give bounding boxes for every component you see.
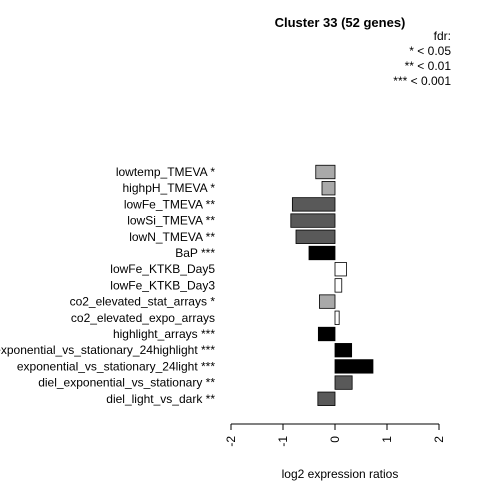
x-tick-label-5: 2: [432, 436, 446, 443]
category-label-13: exponential_vs_stationary_24light ***: [17, 359, 215, 373]
x-tick-label-1: -2: [224, 436, 238, 447]
category-label-3: lowFe_TMEVA **: [124, 197, 215, 211]
x-tick-label-4: 1: [380, 436, 394, 443]
category-label-7: lowFe_KTKB_Day5: [110, 262, 215, 276]
legend-title: fdr:: [434, 29, 451, 43]
bar-14: [334, 375, 353, 390]
x-axis-label: log2 expression ratios: [282, 467, 399, 481]
bars-group: [290, 164, 374, 406]
chart-title: Cluster 33 (52 genes): [275, 15, 406, 30]
x-tick-label-3: 0: [328, 436, 342, 443]
category-label-1: lowtemp_TMEVA *: [116, 165, 215, 179]
bar-8: [334, 278, 343, 293]
bar-4: [290, 213, 336, 228]
bar-15: [317, 391, 336, 406]
legend: fdr: * < 0.05 ** < 0.01 *** < 0.001: [393, 29, 451, 88]
legend-entry-1: * < 0.05: [409, 44, 451, 58]
category-label-10: co2_elevated_expo_arrays: [71, 311, 215, 325]
bar-12: [334, 343, 353, 358]
legend-entry-3: *** < 0.001: [393, 74, 451, 88]
category-label-9: co2_elevated_stat_arrays *: [70, 295, 216, 309]
category-label-2: highpH_TMEVA *: [123, 181, 216, 195]
category-label-12: exponential_vs_stationary_24highlight **…: [0, 343, 215, 357]
category-label-6: BaP ***: [175, 246, 215, 260]
bar-13: [334, 359, 374, 374]
category-label-14: diel_exponential_vs_stationary **: [38, 376, 215, 390]
bar-3: [291, 197, 336, 212]
category-labels: lowtemp_TMEVA * highpH_TMEVA * lowFe_TMEVA…: [0, 165, 215, 406]
category-label-11: highlight_arrays ***: [113, 327, 215, 341]
bar-10: [334, 310, 340, 325]
bar-6: [308, 245, 336, 261]
bar-1: [315, 164, 336, 180]
x-tick-label-2: -1: [276, 436, 290, 447]
bar-9: [318, 294, 336, 309]
bar-7: [334, 262, 347, 277]
bar-5: [295, 229, 336, 244]
bar-11: [317, 326, 336, 342]
category-label-5: lowN_TMEVA **: [129, 230, 215, 244]
category-label-8: lowFe_KTKB_Day3: [110, 278, 215, 292]
bar-2: [321, 181, 336, 196]
legend-entry-2: ** < 0.01: [405, 59, 452, 73]
x-axis: -2 -1 0 1 2: [224, 423, 446, 447]
category-label-15: diel_light_vs_dark **: [106, 392, 215, 406]
category-label-4: lowSi_TMEVA **: [127, 214, 215, 228]
